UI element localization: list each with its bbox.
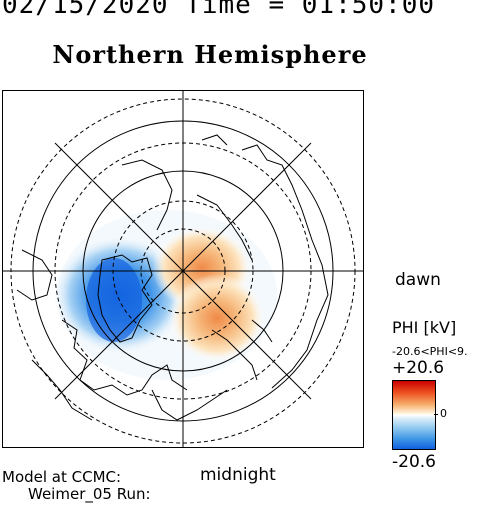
colorbar bbox=[392, 380, 436, 450]
coastlines bbox=[16, 134, 329, 421]
colorbar-zero-tick bbox=[434, 414, 438, 415]
time-value: 01:50:00 bbox=[301, 0, 436, 20]
colorbar-range: -20.6<PHI<9. bbox=[392, 345, 468, 358]
latitude-outer bbox=[32, 120, 334, 422]
colorbar-title: PHI [kV] bbox=[392, 318, 457, 337]
date-text: 02/15/2020 bbox=[2, 0, 169, 20]
page-title: Northern Hemisphere bbox=[52, 40, 368, 69]
header-datetime: 02/15/2020 Time = 01:50:00 bbox=[2, 0, 435, 20]
credit-model: Model at CCMC: bbox=[2, 468, 122, 486]
potential-contours bbox=[52, 210, 277, 380]
polar-map bbox=[2, 90, 364, 448]
colorbar-max: +20.6 bbox=[392, 358, 445, 378]
midnight-label: midnight bbox=[200, 465, 276, 485]
colorbar-min: -20.6 bbox=[392, 452, 436, 472]
latitude-dashed-2 bbox=[10, 98, 356, 444]
time-label: Time = bbox=[185, 0, 286, 20]
latitude-dashed-3 bbox=[112, 200, 254, 342]
credit-run: Weimer_05 Run: bbox=[28, 485, 151, 503]
latitude-60 bbox=[82, 170, 284, 372]
dawn-label: dawn bbox=[395, 270, 441, 290]
grid-lines bbox=[2, 90, 364, 448]
latitude-dashed-1 bbox=[54, 142, 312, 400]
latitude-70 bbox=[140, 228, 226, 314]
colorbar-zero: 0 bbox=[440, 407, 447, 420]
